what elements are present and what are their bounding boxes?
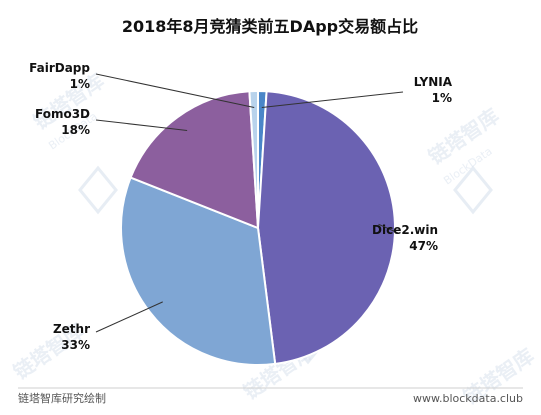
slice-label-3: Fomo3D <box>35 107 90 121</box>
leader-line-1 <box>378 223 399 234</box>
pie-leader-lines <box>95 73 404 333</box>
pie-slice-fairdapp <box>248 89 259 229</box>
pie-slice-dice2-win <box>256 90 396 366</box>
leader-line-3 <box>95 119 188 131</box>
slice-label-2: Zethr <box>53 322 90 336</box>
slice-label-4: FairDapp <box>29 61 90 75</box>
footer-right: www.blockdata.club <box>413 392 523 405</box>
leader-line-0 <box>261 91 404 108</box>
pie-slice-fomo3d <box>129 90 260 230</box>
slice-value-3: 18% <box>61 123 90 137</box>
pie-slices <box>120 89 396 366</box>
slice-label-1: Dice2.win <box>372 223 438 237</box>
slice-value-1: 47% <box>409 239 438 253</box>
pie-labels: LYNIA 1% Dice2.win 47% Zethr 33% Fomo3D 18% Fair… <box>29 61 453 352</box>
watermark-text-2: 链塔智库 <box>424 104 503 170</box>
leader-line-2 <box>95 301 163 333</box>
slice-value-2: 33% <box>61 338 90 352</box>
slice-label-0: LYNIA <box>414 75 453 89</box>
pie-slice-zethr <box>120 176 277 366</box>
slice-value-0: 1% <box>432 91 452 105</box>
chart-title: 2018年8月竞猜类前五DApp交易额占比 <box>122 17 418 36</box>
leader-line-4 <box>95 73 255 108</box>
footer-left: 链塔智库研究绘制 <box>18 391 106 405</box>
slice-value-4: 1% <box>70 77 90 91</box>
